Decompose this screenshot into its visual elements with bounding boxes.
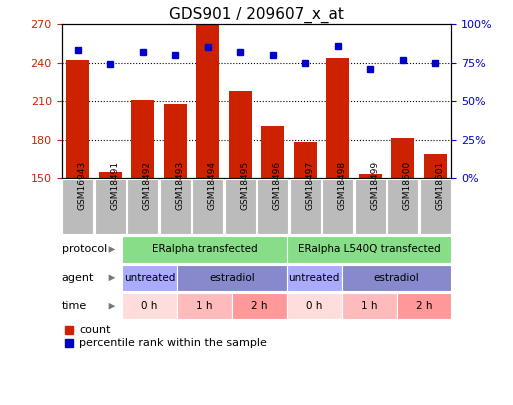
- Bar: [342, 293, 397, 320]
- Bar: [420, 179, 450, 234]
- Bar: [95, 179, 126, 234]
- Bar: [63, 179, 93, 234]
- Text: GSM18497: GSM18497: [305, 161, 314, 210]
- Bar: [229, 91, 251, 178]
- Text: protocol: protocol: [62, 245, 107, 254]
- Bar: [326, 58, 349, 178]
- Bar: [355, 179, 386, 234]
- Bar: [131, 100, 154, 178]
- Bar: [177, 293, 232, 320]
- Bar: [387, 179, 418, 234]
- Bar: [261, 126, 284, 178]
- Text: ERalpha transfected: ERalpha transfected: [151, 245, 257, 254]
- Bar: [192, 179, 223, 234]
- Title: GDS901 / 209607_x_at: GDS901 / 209607_x_at: [169, 7, 344, 23]
- Bar: [232, 293, 287, 320]
- Text: percentile rank within the sample: percentile rank within the sample: [79, 338, 267, 348]
- Bar: [342, 264, 451, 291]
- Text: GSM18493: GSM18493: [175, 161, 184, 210]
- Bar: [287, 236, 451, 263]
- Bar: [122, 264, 177, 291]
- Text: agent: agent: [62, 273, 94, 283]
- Text: GSM18501: GSM18501: [435, 161, 444, 210]
- Text: untreated: untreated: [288, 273, 340, 283]
- Bar: [122, 293, 177, 320]
- Text: count: count: [79, 324, 111, 335]
- Bar: [287, 264, 342, 291]
- Text: GSM18492: GSM18492: [143, 161, 152, 210]
- Bar: [99, 172, 122, 178]
- Bar: [66, 60, 89, 178]
- Bar: [294, 142, 317, 178]
- Bar: [424, 154, 446, 178]
- Bar: [359, 174, 382, 178]
- Text: GSM18500: GSM18500: [403, 161, 412, 210]
- Text: untreated: untreated: [124, 273, 175, 283]
- Bar: [391, 139, 414, 178]
- Text: 0 h: 0 h: [141, 301, 157, 311]
- Bar: [122, 236, 287, 263]
- Text: GSM18494: GSM18494: [208, 161, 217, 210]
- Bar: [290, 179, 321, 234]
- Bar: [196, 24, 219, 178]
- Text: GSM18491: GSM18491: [110, 161, 120, 210]
- Text: 0 h: 0 h: [306, 301, 322, 311]
- Text: 2 h: 2 h: [416, 301, 432, 311]
- Bar: [164, 104, 187, 178]
- Bar: [322, 179, 353, 234]
- Text: time: time: [62, 301, 87, 311]
- Text: estradiol: estradiol: [209, 273, 254, 283]
- Bar: [287, 293, 342, 320]
- Text: estradiol: estradiol: [373, 273, 420, 283]
- Bar: [225, 179, 255, 234]
- Bar: [258, 179, 288, 234]
- Bar: [160, 179, 191, 234]
- Text: 1 h: 1 h: [361, 301, 378, 311]
- Bar: [397, 293, 451, 320]
- Text: 2 h: 2 h: [251, 301, 267, 311]
- Text: GSM18495: GSM18495: [240, 161, 249, 210]
- Text: GSM16943: GSM16943: [78, 161, 87, 210]
- Bar: [177, 264, 287, 291]
- Text: 1 h: 1 h: [196, 301, 212, 311]
- Bar: [127, 179, 158, 234]
- Text: ERalpha L540Q transfected: ERalpha L540Q transfected: [298, 245, 440, 254]
- Text: GSM18498: GSM18498: [338, 161, 347, 210]
- Text: GSM18496: GSM18496: [273, 161, 282, 210]
- Text: GSM18499: GSM18499: [370, 161, 379, 210]
